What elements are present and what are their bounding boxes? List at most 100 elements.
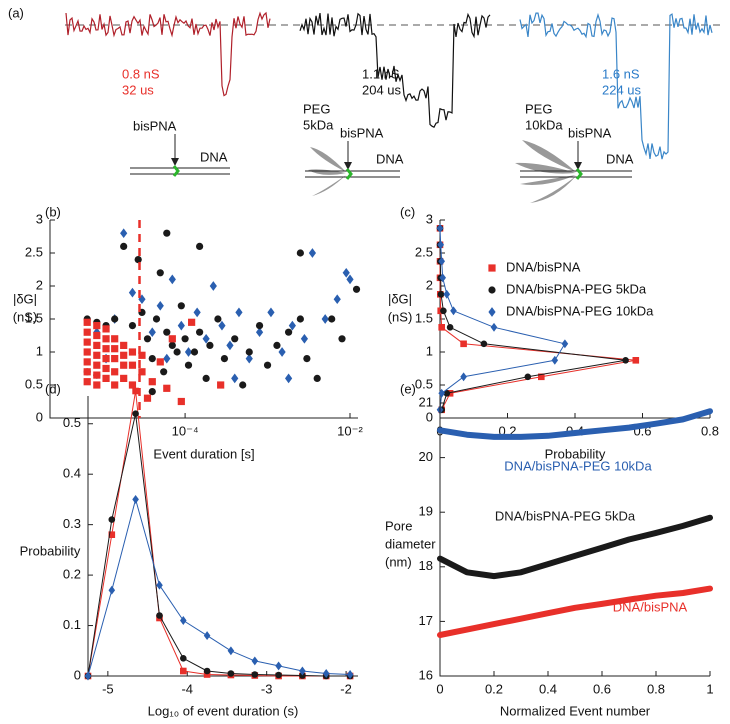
marker (227, 670, 235, 677)
marker (284, 373, 293, 384)
marker (328, 315, 336, 323)
series-label: DNA/bisPNA-PEG 5kDa (495, 508, 636, 523)
x-axis-label: Probability (545, 446, 606, 461)
marker (443, 289, 451, 299)
probe (345, 168, 353, 180)
marker (313, 374, 321, 382)
marker (235, 307, 243, 318)
x-tick-label: 0.2 (485, 681, 503, 696)
marker (102, 355, 110, 363)
marker (152, 315, 161, 323)
marker (93, 322, 101, 330)
marker (333, 294, 341, 305)
marker (108, 585, 116, 595)
probe-label: bisPNA (568, 125, 612, 140)
marker (438, 256, 445, 266)
marker (168, 335, 176, 343)
marker (84, 671, 92, 681)
marker (102, 335, 110, 343)
peg-label: PEG (303, 101, 330, 116)
marker (180, 655, 187, 662)
peg-label: 5kDa (303, 117, 334, 132)
marker (120, 341, 128, 349)
y-tick-label: 16 (419, 667, 433, 682)
marker (143, 335, 152, 343)
marker (83, 328, 91, 336)
marker (83, 318, 91, 326)
trace-conductance: 1.1 nS (362, 66, 400, 81)
y-tick-label: 17 (419, 613, 433, 628)
y-tick-label: 2.5 (415, 244, 433, 259)
marker (308, 248, 317, 258)
y-tick-label: 18 (419, 558, 433, 573)
marker (460, 340, 467, 348)
trace-conductance: 0.8 nS (122, 66, 160, 81)
panel-label: (e) (400, 381, 416, 396)
marker (168, 341, 176, 349)
marker (156, 300, 164, 311)
series-line (439, 227, 637, 411)
marker (437, 291, 445, 298)
marker (440, 307, 447, 315)
marker (128, 287, 137, 298)
marker (251, 671, 259, 678)
legend-label: DNA/bisPNA-PEG 5kDa (506, 281, 647, 296)
x-tick-label: 0.6 (593, 681, 611, 696)
legend-marker (488, 286, 496, 294)
marker (231, 373, 239, 384)
marker (303, 355, 311, 363)
marker (177, 302, 185, 310)
marker (460, 372, 467, 382)
axis-frame (87, 396, 358, 677)
marker (438, 324, 445, 331)
x-tick-label: 0.4 (539, 681, 557, 696)
marker (632, 357, 640, 364)
marker (93, 381, 101, 389)
series-line (439, 227, 627, 411)
y-axis-label: Probability (20, 543, 81, 558)
panel-label: (c) (400, 204, 415, 219)
marker (202, 333, 210, 344)
y-tick-label: 1.5 (25, 310, 43, 325)
series-line (439, 227, 566, 411)
y-tick-label: 1 (36, 343, 43, 358)
marker (120, 351, 128, 359)
marker (188, 318, 196, 326)
y-axis-label: diameter (385, 536, 436, 551)
marker (128, 381, 137, 389)
marker (93, 341, 101, 349)
marker (138, 294, 146, 305)
y-tick-label: 1 (426, 343, 433, 358)
marker (120, 242, 128, 250)
marker (538, 373, 545, 381)
y-tick-label: 0.5 (63, 415, 81, 430)
x-tick-label: 0.8 (647, 681, 665, 696)
marker (120, 361, 128, 369)
arrow-head (574, 162, 582, 170)
x-axis-label: Normalized Event number (500, 703, 651, 718)
marker (551, 355, 559, 365)
marker (296, 315, 304, 323)
marker (128, 322, 137, 330)
y-tick-label: 2 (36, 277, 43, 292)
marker (111, 368, 119, 376)
marker (284, 328, 293, 336)
marker (443, 390, 451, 397)
y-tick-label: 0.1 (63, 617, 81, 632)
trace-duration: 32 us (122, 82, 154, 97)
marker (436, 223, 444, 233)
marker (263, 361, 272, 369)
trace-duration: 204 us (362, 82, 402, 97)
probe (575, 168, 583, 180)
x-tick-label: 0 (436, 681, 443, 696)
marker (180, 667, 187, 675)
y-tick-label: 0.5 (415, 376, 433, 391)
marker (120, 228, 128, 239)
marker (209, 281, 217, 291)
marker (156, 612, 163, 619)
probe (172, 165, 180, 177)
series-line (87, 413, 351, 677)
marker (181, 335, 189, 343)
y-tick-label: 0.4 (63, 466, 81, 481)
